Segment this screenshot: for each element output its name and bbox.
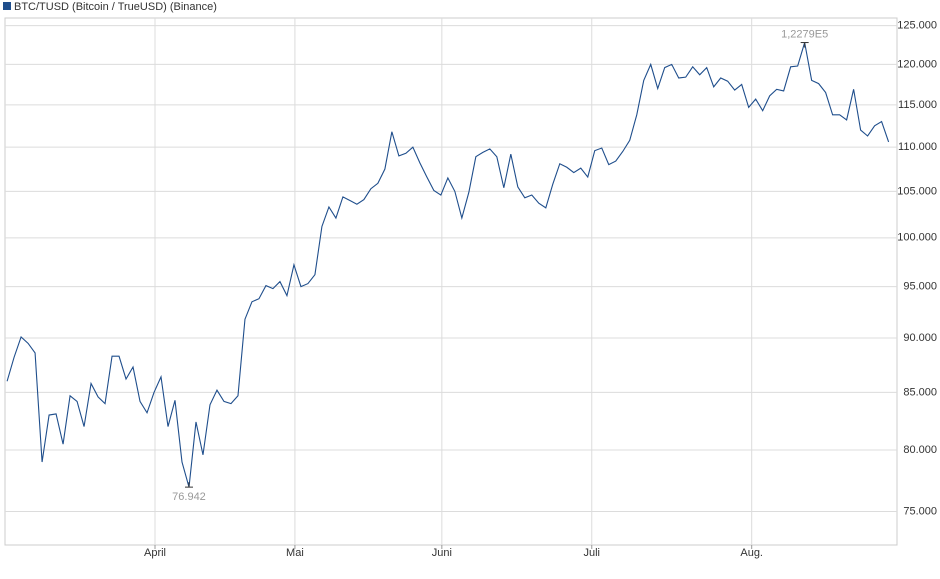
legend-label: BTC/TUSD (Bitcoin / TrueUSD) (Binance) bbox=[14, 1, 217, 13]
y-tick-label: 80.000 bbox=[903, 444, 937, 456]
x-tick-label: April bbox=[144, 547, 166, 559]
y-tick-label: 100.000 bbox=[897, 232, 937, 244]
y-tick-label: 125.000 bbox=[897, 19, 937, 31]
value-label: 76.942 bbox=[172, 491, 206, 503]
x-tick-label: Juni bbox=[432, 547, 452, 559]
legend-swatch bbox=[3, 2, 11, 10]
y-tick-label: 90.000 bbox=[903, 332, 937, 344]
price-line bbox=[6, 42, 890, 488]
plot-frame bbox=[4, 17, 898, 546]
value-label: 1,2279E5 bbox=[781, 28, 828, 40]
y-tick-label: 110.000 bbox=[898, 141, 937, 153]
x-tick-label: Aug. bbox=[740, 547, 763, 559]
y-tick-label: 85.000 bbox=[903, 386, 937, 398]
y-tick-label: 115.000 bbox=[898, 99, 937, 111]
y-tick-label: 75.000 bbox=[903, 505, 937, 517]
y-tick-label: 95.000 bbox=[903, 281, 937, 293]
x-tick-label: Mai bbox=[286, 547, 304, 559]
x-tick-label: Juli bbox=[584, 547, 601, 559]
y-tick-label: 120.000 bbox=[897, 58, 937, 70]
y-tick-label: 105.000 bbox=[897, 185, 937, 197]
